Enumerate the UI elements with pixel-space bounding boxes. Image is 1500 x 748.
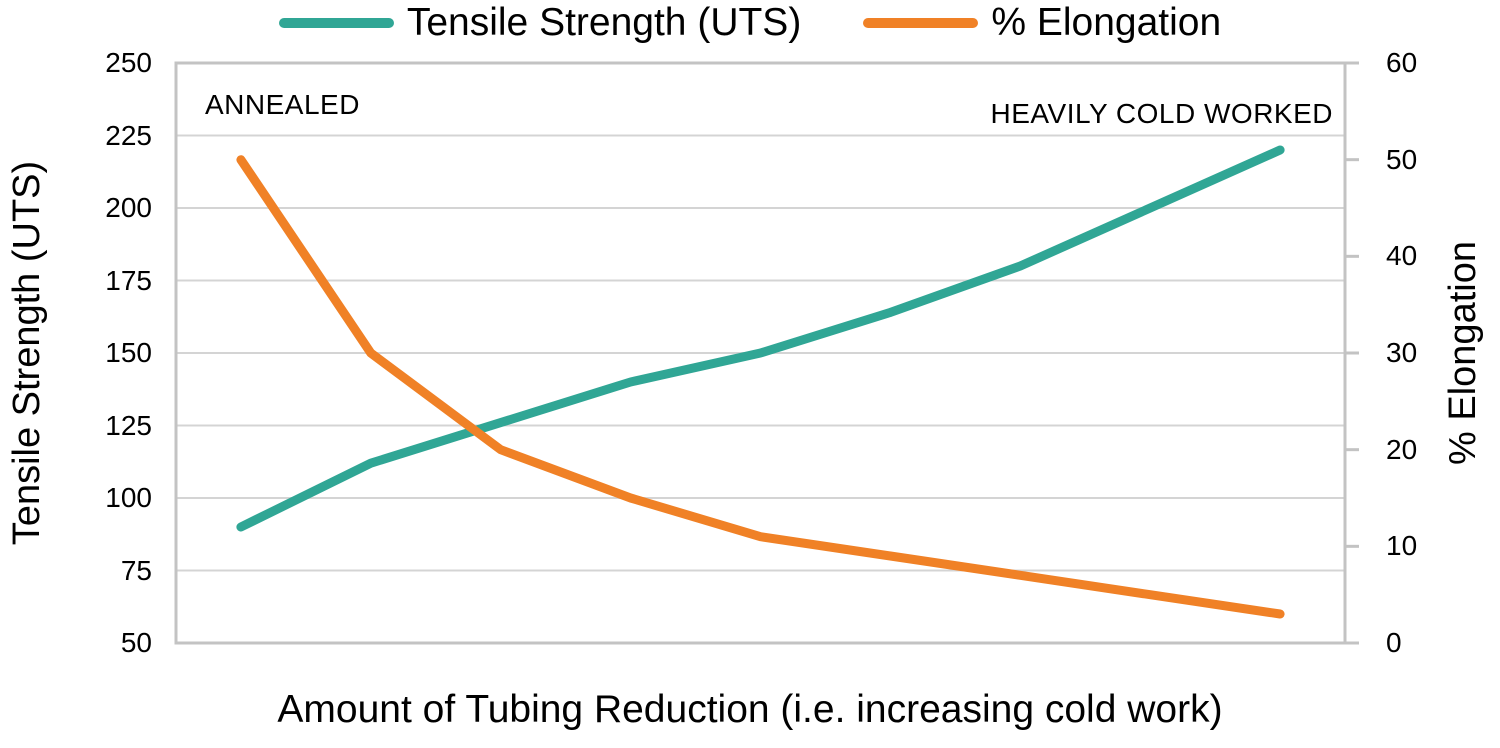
y-axis-left-tick-label: 100 <box>105 482 152 513</box>
legend-label-tensile-strength: Tensile Strength (UTS) <box>406 1 802 44</box>
y-axis-left-tick-label: 125 <box>105 409 152 441</box>
y-axis-right-tick-label: 40 <box>1386 240 1418 272</box>
y-axis-left-tick-label: 225 <box>105 119 152 151</box>
y-axis-left-tick-labels: 250 225 200 175 150 125 100 75 50 <box>40 0 152 748</box>
y-axis-left-tick-label: 150 <box>105 337 152 368</box>
x-axis-title: Amount of Tubing Reduction (i.e. increas… <box>277 688 1223 731</box>
y-axis-left-title: Tensile Strength (UTS) <box>6 160 48 546</box>
y-axis-right-tick-label: 0 <box>1386 627 1402 658</box>
annotation-heavily-cold-worked: HEAVILY COLD WORKED <box>990 98 1333 129</box>
y-axis-right-tick-labels: 60 50 40 30 20 10 0 <box>1386 0 1496 748</box>
y-axis-left-tick-label: 50 <box>120 627 152 658</box>
y-axis-right-tick-label: 60 <box>1386 47 1418 78</box>
y-axis-left-tick-label: 250 <box>105 47 152 78</box>
legend-item-elongation: % Elongation <box>863 0 1221 46</box>
y-axis-right-tick-label: 50 <box>1386 143 1418 175</box>
legend-item-tensile-strength: Tensile Strength (UTS) <box>278 0 802 46</box>
elongation-line-swatch <box>863 18 979 28</box>
y-axis-left-tick-label: 175 <box>105 264 152 296</box>
y-axis-right-tick-label: 20 <box>1386 433 1418 465</box>
y-axis-right-tick-label: 30 <box>1386 337 1418 368</box>
annotation-annealed: ANNEALED <box>205 89 360 120</box>
y-axis-right-title: % Elongation <box>1442 241 1484 465</box>
legend: Tensile Strength (UTS) % Elongation <box>0 0 1500 46</box>
tensile-strength-line-swatch <box>278 18 394 28</box>
y-axis-left-tick-label: 75 <box>120 554 152 586</box>
y-axis-right-tick-label: 10 <box>1386 530 1418 562</box>
legend-label-elongation: % Elongation <box>991 1 1222 44</box>
series-line-elongation <box>236 155 1285 619</box>
y-axis-left-tick-label: 200 <box>105 192 152 223</box>
series-line-tensile-strength <box>236 145 1285 532</box>
